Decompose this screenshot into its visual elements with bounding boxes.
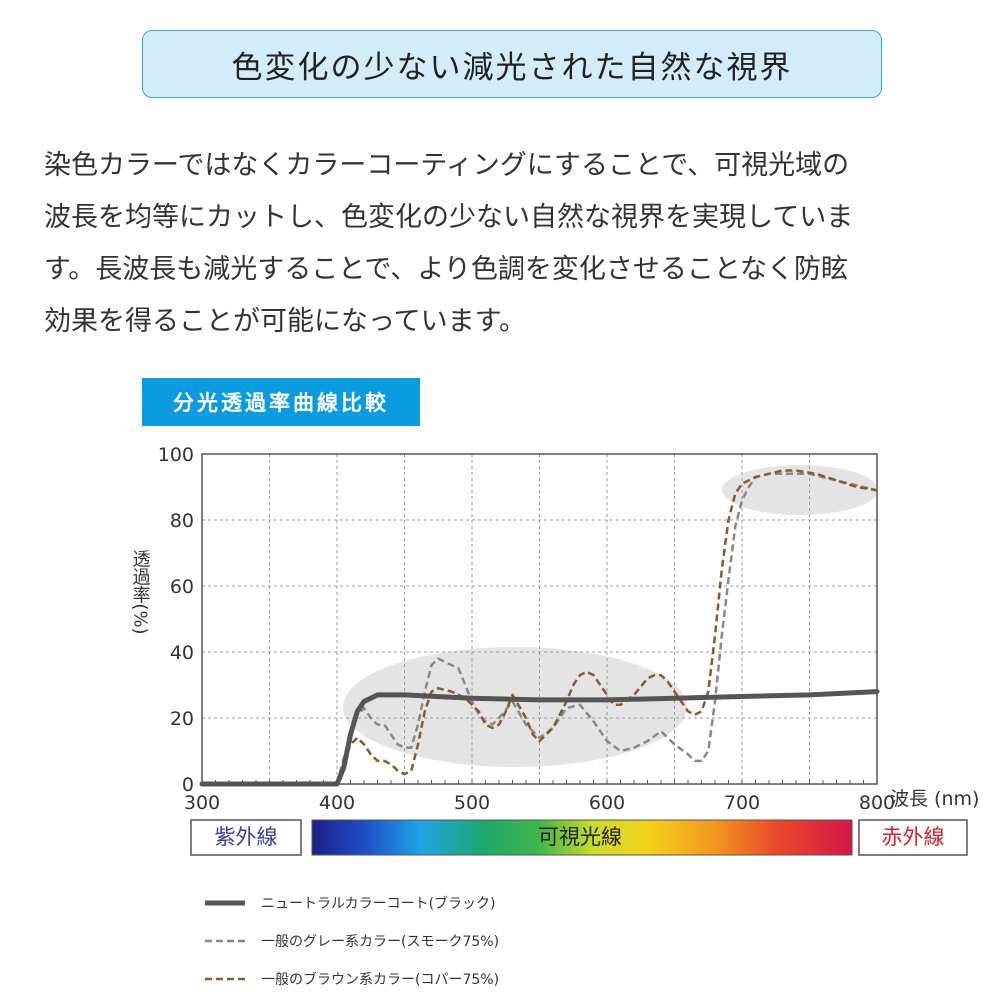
x-tick-label: 800 (859, 792, 895, 814)
ir-band-label: 赤外線 (882, 825, 945, 849)
legend-swatch-brown-dashed (205, 977, 245, 981)
visible-band-bar (311, 819, 853, 856)
chart-title-text: 分光透過率曲線比較 (173, 391, 389, 415)
x-tick-label: 500 (454, 792, 490, 814)
page-title-text: 色変化の少ない減光された自然な視界 (231, 49, 793, 86)
legend-item-brown: 一般のブラウン系カラー(コパー75%) (205, 964, 499, 994)
y-axis-label: 透過率(%) (130, 549, 151, 634)
description-text: 染色カラーではなくカラーコーティングにすることで、可視光域の 波長を均等にカット… (44, 140, 964, 348)
y-tick-label: 40 (170, 642, 194, 664)
x-tick-label: 700 (724, 792, 760, 814)
description-line-3: す。長波長も減光することで、より色調を変化させることなく防眩 (44, 254, 849, 285)
infrared-range-highlight (722, 465, 878, 515)
x-tick-label: 300 (184, 792, 220, 814)
uv-band-box (190, 819, 302, 856)
y-tick-label: 80 (170, 510, 194, 532)
legend-label-neutral: ニュートラルカラーコート(ブラック) (261, 896, 496, 912)
series-line-1 (335, 472, 878, 785)
series-line-0 (199, 689, 880, 787)
chart-grid (202, 454, 877, 784)
x-axis-label: 波長 (nm) (890, 788, 979, 810)
visible-band-label: 可視光線 (538, 825, 622, 849)
ir-band-box (858, 819, 968, 856)
description-line-1: 染色カラーではなくカラーコーティングにすることで、可視光域の (44, 150, 850, 181)
y-tick-label: 100 (158, 444, 194, 466)
x-tick-label: 400 (319, 792, 355, 814)
y-tick-label: 60 (170, 576, 194, 598)
series-line-2 (335, 469, 878, 785)
legend-label-gray: 一般のグレー系カラー(スモーク75%) (261, 934, 500, 950)
y-tick-labels: 0 20 40 60 80 100 (158, 444, 194, 796)
page-title: 色変化の少ない減光された自然な視界 (142, 30, 882, 98)
legend-swatch-solid (205, 900, 245, 906)
y-tick-label: 20 (170, 708, 194, 730)
x-tick-labels: 300 400 500 600 700 800 (184, 792, 895, 814)
chart-title-badge: 分光透過率曲線比較 (142, 378, 420, 426)
plot-frame (201, 453, 878, 785)
uv-band-label: 紫外線 (215, 825, 278, 849)
legend-item-neutral: ニュートラルカラーコート(ブラック) (205, 888, 496, 918)
legend-item-gray: 一般のグレー系カラー(スモーク75%) (205, 926, 499, 956)
spectrum-band: 紫外線 可視光線 赤外線 (190, 819, 968, 856)
description-line-2: 波長を均等にカットし、色変化の少ない自然な視界を実現していま (44, 202, 854, 233)
legend-label-brown: 一般のブラウン系カラー(コパー75%) (261, 972, 500, 988)
description-line-4: 効果を得ることが可能になっています。 (44, 306, 526, 337)
y-tick-label: 0 (182, 774, 194, 796)
x-tick-label: 600 (589, 792, 625, 814)
legend-swatch-gray-dashed (205, 939, 245, 943)
series-lines (199, 469, 880, 787)
